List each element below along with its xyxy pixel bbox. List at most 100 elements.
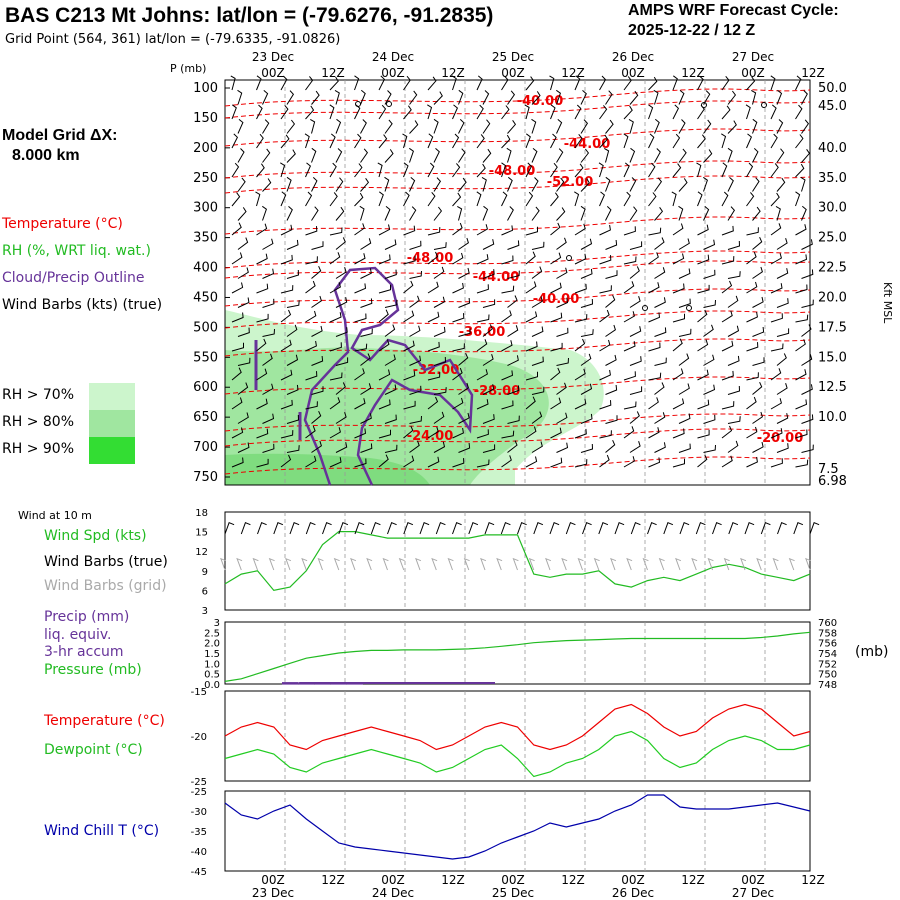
height-tick-label: 30.0 (818, 201, 847, 216)
wind-barb (697, 75, 704, 91)
wind-barb (776, 177, 786, 192)
wind-barb (231, 192, 241, 207)
wind-barb-10m (354, 522, 365, 535)
pressure-line (224, 631, 811, 682)
wind-barb (329, 227, 343, 236)
legend-wind-chill: Wind Chill T (°C) (44, 823, 160, 839)
wind-barb (727, 240, 741, 250)
chart-title: BAS C213 Mt Johns: lat/lon = (-79.6276, … (5, 4, 494, 27)
wind-barb (378, 429, 391, 439)
wind-barb (311, 410, 322, 424)
wind-barb (452, 427, 464, 439)
temperature-panel-frame (224, 690, 811, 782)
precip-panel-frame (224, 621, 811, 685)
wind-barb (403, 425, 414, 439)
wind-barb (746, 251, 757, 265)
pressure-tick-label: 750 (193, 470, 218, 485)
wind-barb (311, 147, 317, 163)
height-tick-label: 50.0 (818, 81, 847, 96)
wind-barb (458, 267, 470, 279)
wind-barb (329, 397, 341, 410)
wind-barb (280, 454, 292, 468)
wind-barb (378, 454, 389, 468)
wind-barb (770, 283, 783, 294)
wind-barb-10m (305, 522, 316, 535)
legend-dewpoint: Dewpoint (°C) (44, 742, 143, 758)
wind-barb-10m (630, 522, 641, 535)
wind-barb (231, 222, 242, 236)
wind-barb (721, 75, 730, 91)
legend-rh80: RH > 80% (2, 414, 75, 430)
wind-barb (256, 338, 267, 352)
top-time-label: 00Z (381, 66, 405, 80)
wind-barb (256, 223, 268, 236)
wind-barb-10m (793, 522, 804, 535)
bottom-time-label: 00Z (501, 873, 525, 887)
height-axis-label: Kft MSL (881, 282, 894, 324)
wind-barb (305, 401, 318, 410)
wind-barb-10m (435, 522, 446, 535)
wind-barb (402, 133, 408, 149)
height-tick-label: 45.0 (818, 99, 847, 114)
temperature-contour (224, 100, 811, 119)
wind-barb (604, 147, 610, 163)
wind-barb (654, 297, 666, 308)
wind-barb (745, 104, 751, 120)
wind-barb (237, 297, 250, 308)
wind-barb (360, 383, 372, 395)
wind-barb (384, 149, 394, 163)
wind-barb (476, 104, 484, 120)
wind-barb (727, 325, 740, 337)
wind-barb (256, 283, 269, 294)
wind-barb (770, 253, 782, 265)
wind-barb (427, 162, 435, 178)
wind-barb (776, 328, 790, 337)
wind-barb (525, 76, 535, 91)
wind-barb (231, 162, 240, 178)
pressure-tick-label: 700 (193, 440, 218, 455)
wind-barb (452, 163, 461, 178)
wind-barb (605, 90, 613, 105)
wind-barb-10m (695, 522, 706, 535)
wind-barb (403, 340, 415, 352)
wind-barb (770, 428, 783, 439)
wind-barb (452, 133, 460, 149)
wind-barb (531, 148, 538, 163)
wind-barb (354, 133, 362, 149)
wind-barb (654, 148, 661, 163)
wind-barb-10m (582, 522, 592, 535)
wind-barb-10m (528, 557, 535, 571)
wind-barb (501, 255, 514, 265)
wind-barb (476, 369, 488, 381)
wind-barb (531, 177, 539, 192)
wind-barb (648, 192, 657, 207)
wind-barb (378, 309, 389, 323)
temperature-contour (224, 160, 811, 179)
wind-barb (255, 191, 261, 207)
wind-barb-10m (387, 522, 397, 535)
bottom-time-label: 12Z (561, 873, 585, 887)
wind-barb (360, 89, 366, 105)
wind-barb (476, 224, 488, 236)
wind-barb-10m (663, 522, 674, 535)
wind-barb (556, 267, 568, 279)
wind-barb (672, 133, 681, 149)
wind-barb-10m (679, 522, 690, 535)
wind-barb-10m (236, 557, 243, 571)
wind-barb (605, 324, 616, 337)
wind-barb (776, 89, 783, 105)
wind-barb (231, 312, 244, 323)
cloud-outline (303, 266, 474, 486)
wind-barb (678, 148, 687, 163)
wind-barb (286, 445, 300, 453)
wind-barb-10m (740, 557, 747, 571)
wind-chill-tick: -25 (191, 787, 207, 798)
wind-barb (556, 442, 569, 453)
wind-barb (458, 442, 471, 453)
wind-barb (721, 340, 734, 352)
wind-barb (507, 206, 514, 221)
wind-barb (354, 368, 365, 381)
bottom-date-label: 27 Dec (732, 886, 774, 900)
pressure-tick-label: 550 (193, 350, 218, 365)
wind-barb-10m (301, 557, 308, 571)
